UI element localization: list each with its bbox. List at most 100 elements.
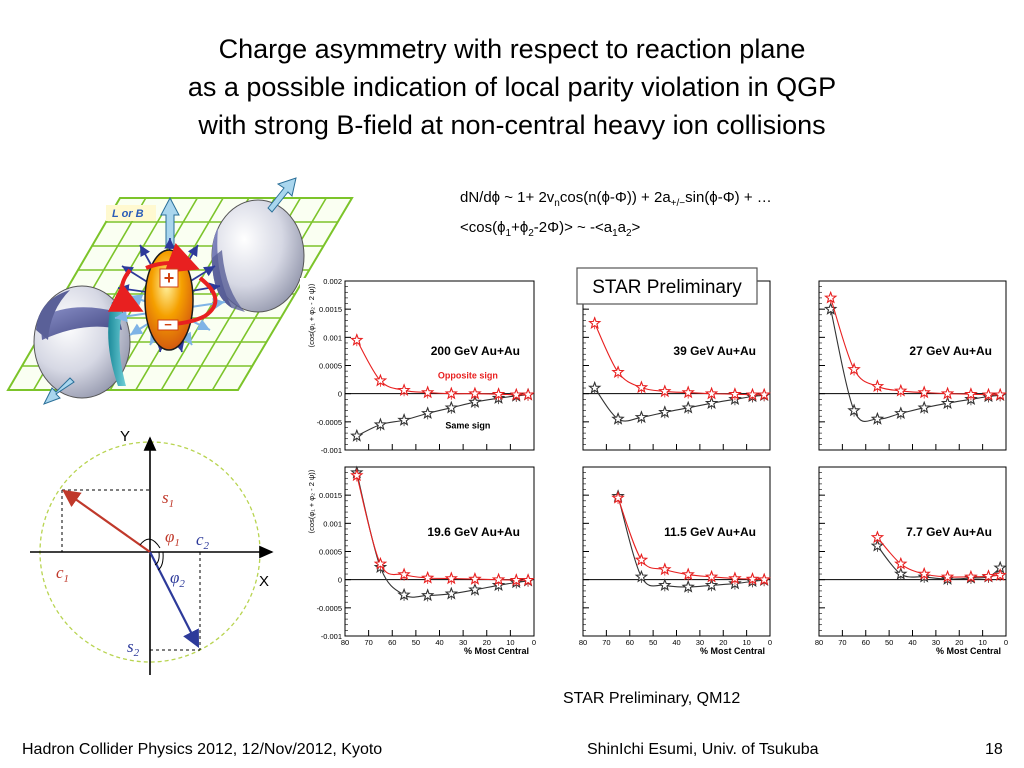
title-line-1: Charge asymmetry with respect to reactio… [218,34,806,64]
opposite-sign-point [509,573,524,586]
opposite-sign-point [397,567,411,581]
opposite-sign-point [397,383,411,396]
same-sign-point [421,406,435,420]
y-tick-label: 0.0005 [319,548,342,557]
y-tick-label: -0.001 [321,446,342,455]
same-sign-point [468,395,482,408]
minus-charge: − [164,317,172,332]
figure-caption: STAR Preliminary, QM12 [563,690,741,707]
x-tick-label: 10 [506,638,514,647]
nucleus-sphere-left [33,285,131,399]
participant-region [108,302,126,386]
y-tick-label: 0.0015 [319,491,342,500]
opposite-sign-point [468,572,482,585]
same-sign-point [847,403,861,417]
chart-area [300,278,1010,650]
vector-1-arrow [62,489,151,553]
opposite-sign-point [444,571,458,585]
y-tick-label: 0.0015 [319,305,342,314]
spectator-arrow-lower [42,377,75,405]
x-axis-title: % Most Central [936,646,1001,656]
same-sign-point [658,405,672,418]
x-tick-label: 40 [908,638,916,647]
same-sign-point [704,396,719,409]
x-tick-label: 0 [768,638,772,647]
opposite-sign-point [350,468,364,482]
phi2-arc-outer [157,551,164,571]
phi1-label: φ1 [165,527,180,549]
x-tick-label: 80 [579,638,587,647]
opposite-sign-point [634,380,649,394]
same-sign-point [444,400,458,414]
opposite-sign-point [509,387,523,401]
coordinate-diagram: Y X s1 φ1 c2 φ2 c1 s2 [30,428,274,675]
panel-energy-label: 200 GeV Au+Au [431,344,520,358]
x-tick-label: 60 [388,638,396,647]
opposite-sign-point [847,362,861,376]
opposite-sign-point [964,569,978,583]
nucleus-sphere-right [211,199,305,313]
same-sign-point [444,586,458,600]
same-sign-point [917,400,931,414]
s1-label: s1 [162,488,174,510]
same-sign-point [611,411,625,425]
phi2-arc [154,551,160,566]
same-sign-point [421,588,435,602]
circulating-arrow-left [107,268,144,312]
same-sign-point [350,428,364,442]
y-tick-label: -0.001 [321,632,342,641]
x-tick-label: 50 [649,638,657,647]
y-tick-label: -0.0005 [317,604,342,613]
chart-panel: 80 70 60 50 40 30 20 10 0% Most Central 11.5 GeV … [579,466,772,656]
opposite-sign-point [745,572,760,585]
opposite-sign-point [444,386,458,400]
x-tick-label: 30 [932,638,940,647]
x-tick-label: 70 [602,638,610,647]
x-tick-label: 0 [1004,638,1008,647]
footer-conference: Hadron Collider Physics 2012, 12/Nov/201… [22,741,383,758]
opposite-sign-label: Opposite sign [438,370,498,380]
opposite-sign-point [634,552,649,566]
x-tick-label: 80 [815,638,823,647]
opposite-sign-point [894,383,908,397]
opposite-sign-point [350,333,364,346]
opposite-sign-point [704,569,719,583]
x-tick-label: 60 [626,638,634,647]
opposite-sign-point [681,567,695,581]
y-axis-title: ⟨cos(φ₁ + φ₂ - 2 ψ)⟩ [307,469,316,534]
x-tick-label: 20 [955,638,963,647]
x-tick-label: 70 [364,638,372,647]
y-tick-label: 0.001 [323,333,342,342]
x-tick-label: 20 [483,638,491,647]
opposite-sign-point [757,572,771,586]
panel-energy-label: 19.6 GeV Au+Au [427,525,520,539]
opposite-sign-point [373,556,388,570]
opposite-sign-point [824,290,838,304]
plus-charge: + [164,268,175,288]
opposite-sign-point [658,562,672,576]
same-sign-point [468,582,482,596]
opposite-sign-point [491,387,506,400]
title-line-2: as a possible indication of local parity… [187,72,837,102]
y-tick-label: -0.0005 [317,418,342,427]
opposite-sign-point [421,385,435,399]
same-sign-point [397,412,411,426]
opposite-sign-point [468,386,482,400]
opposite-sign-point [611,365,625,378]
panel-energy-label: 7.7 GeV Au+Au [906,525,992,539]
phi1-arc [139,538,161,549]
c1-label: c1 [56,563,69,585]
y-axis-label: Y [120,428,130,445]
collision-illustration: L or B + [6,177,354,405]
same-sign-point [681,579,695,593]
panel-energy-label: 27 GeV Au+Au [909,344,992,358]
opposite-sign-point [421,570,435,584]
same-sign-point [824,302,838,315]
y-tick-label: 0 [338,576,342,585]
opposite-sign-point [917,566,931,580]
formula-block: dN/dϕ ~ 1+ 2vncos(n(ϕ-Φ)) + 2a+/−sin(ϕ-Φ… [460,186,772,246]
opposite-sign-point [728,387,742,400]
opposite-sign-point [757,387,771,401]
same-sign-point [634,410,649,424]
same-sign-point [658,578,672,591]
